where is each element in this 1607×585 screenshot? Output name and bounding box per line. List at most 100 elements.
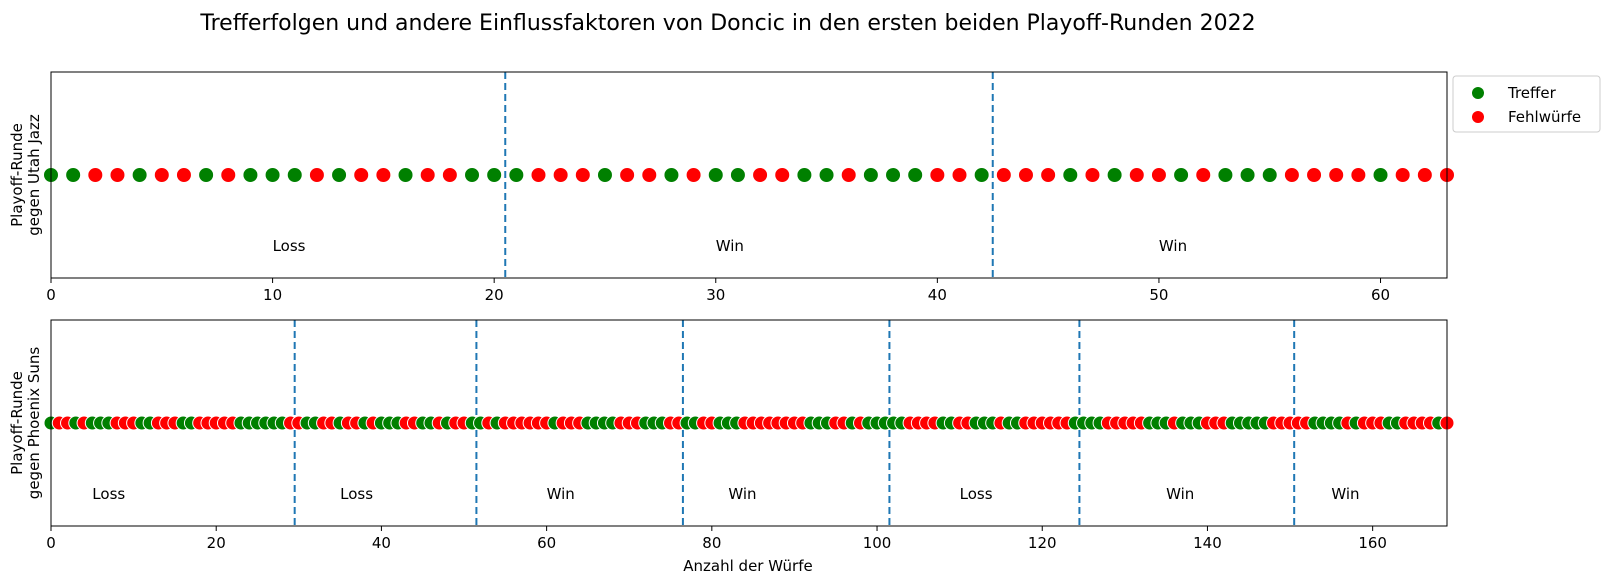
- shot-made-point: [1217, 167, 1234, 183]
- shot-made-point: [729, 167, 746, 183]
- x-tick-label: 20: [485, 286, 504, 304]
- shot-missed-point: [774, 167, 791, 183]
- panel-2: Loss Loss Win Win Loss Win Win 0 20 40 60 80 100 120 1…: [8, 319, 1455, 552]
- shot-missed-point: [1040, 167, 1057, 183]
- shot-missed-point: [1394, 167, 1411, 183]
- shot-missed-point: [441, 167, 458, 183]
- x-tick-label: 60: [1371, 286, 1390, 304]
- shot-made-point: [1173, 167, 1190, 183]
- shot-missed-point: [87, 167, 104, 183]
- shot-missed-point: [1017, 167, 1034, 183]
- shot-made-point: [663, 167, 680, 183]
- shot-made-point: [331, 167, 348, 183]
- x-tick-label: 80: [702, 534, 721, 552]
- shot-missed-point: [951, 167, 968, 183]
- shot-missed-point: [840, 167, 857, 183]
- shot-missed-point: [1283, 167, 1300, 183]
- x-tick-label: 0: [46, 286, 56, 304]
- shot-missed-point: [153, 167, 170, 183]
- shot-made-point: [596, 167, 613, 183]
- legend-marker-treffer: [1472, 87, 1484, 99]
- x-tick-label: 60: [537, 534, 556, 552]
- x-tick-label: 40: [928, 286, 947, 304]
- x-tick-label: 120: [1028, 534, 1057, 552]
- shot-missed-point: [419, 167, 436, 183]
- shot-made-point: [796, 167, 813, 183]
- game-result-label-2-5: Loss: [960, 485, 993, 503]
- shot-made-point: [907, 167, 924, 183]
- shot-missed-point: [1150, 167, 1167, 183]
- shot-missed-point: [375, 167, 392, 183]
- legend: Treffer Fehlwürfe: [1452, 75, 1601, 133]
- shot-missed-point: [530, 167, 547, 183]
- shot-missed-point: [1128, 167, 1145, 183]
- x-tick-label: 30: [706, 286, 725, 304]
- shot-made-point: [885, 167, 902, 183]
- shot-missed-point: [1195, 167, 1212, 183]
- x-tick-label: 140: [1193, 534, 1222, 552]
- shot-made-point: [707, 167, 724, 183]
- x-axis-label: Anzahl der Würfe: [683, 557, 812, 575]
- shot-missed-point: [1328, 167, 1345, 183]
- legend-label-fehlwuerfe: Fehlwürfe: [1508, 108, 1581, 126]
- shot-made-point: [464, 167, 481, 183]
- x-tick-label: 10: [263, 286, 282, 304]
- shot-made-point: [1106, 167, 1123, 183]
- game-result-label-2-2: Loss: [340, 485, 373, 503]
- shot-made-point: [264, 167, 281, 183]
- axes-frame-2: [50, 319, 1448, 527]
- x-tick-label: 40: [372, 534, 391, 552]
- shot-missed-point: [220, 167, 237, 183]
- shot-markers-2: [43, 415, 1455, 431]
- shot-missed-point: [308, 167, 325, 183]
- shot-missed-point: [685, 167, 702, 183]
- x-tick-label: 0: [46, 534, 56, 552]
- shot-missed-point: [619, 167, 636, 183]
- legend-label-treffer: Treffer: [1507, 84, 1557, 102]
- game-result-label-2-4: Win: [728, 485, 756, 503]
- legend-marker-fehlwuerfe: [1472, 111, 1484, 123]
- shot-made-point: [818, 167, 835, 183]
- shot-made-point: [973, 167, 990, 183]
- shot-missed-point: [1416, 167, 1433, 183]
- legend-box: [1452, 75, 1601, 133]
- shot-missed-point: [929, 167, 946, 183]
- shot-made-point: [397, 167, 414, 183]
- shot-missed-point: [641, 167, 658, 183]
- shot-made-point: [1062, 167, 1079, 183]
- shot-missed-point: [1084, 167, 1101, 183]
- shot-made-point: [1261, 167, 1278, 183]
- shot-missed-point: [353, 167, 370, 183]
- shot-made-point: [1239, 167, 1256, 183]
- game-result-label-1-2: Win: [716, 237, 744, 255]
- game-result-label-2-1: Loss: [92, 485, 125, 503]
- x-tick-label: 50: [1149, 286, 1168, 304]
- shot-missed-point: [109, 167, 126, 183]
- y-axis-label-2: Playoff-Rundegegen Phoenix Suns: [8, 347, 43, 500]
- shot-made-point: [131, 167, 148, 183]
- axes-frame-1: [50, 71, 1448, 279]
- shot-missed-point: [175, 167, 192, 183]
- x-tick-label: 160: [1358, 534, 1387, 552]
- shot-made-point: [242, 167, 259, 183]
- shot-missed-point: [574, 167, 591, 183]
- shot-made-point: [862, 167, 879, 183]
- game-result-label-2-7: Win: [1331, 485, 1359, 503]
- y-axis-label-1: Playoff-Rundegegen Utah Jazz: [8, 114, 43, 236]
- shot-missed-point: [1350, 167, 1367, 183]
- shot-missed-point: [1306, 167, 1323, 183]
- shot-missed-point: [552, 167, 569, 183]
- shot-made-point: [486, 167, 503, 183]
- shot-missed-point: [752, 167, 769, 183]
- x-tick-label: 20: [207, 534, 226, 552]
- game-result-label-1-3: Win: [1159, 237, 1187, 255]
- shot-made-point: [1372, 167, 1389, 183]
- panel-1: Loss Win Win 0 10 20 30 40 50 60 Playoff-Rundegege…: [8, 71, 1455, 304]
- shot-missed-point: [995, 167, 1012, 183]
- shot-made-point: [65, 167, 82, 183]
- game-result-label-2-6: Win: [1166, 485, 1194, 503]
- shot-made-point: [508, 167, 525, 183]
- chart-title: Trefferfolgen und andere Einflussfaktore…: [199, 11, 1255, 36]
- game-result-label-1-1: Loss: [273, 237, 306, 255]
